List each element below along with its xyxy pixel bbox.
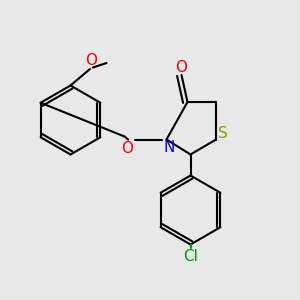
Text: N: N xyxy=(163,140,175,154)
Text: S: S xyxy=(218,126,227,141)
Text: O: O xyxy=(85,52,98,68)
Text: O: O xyxy=(121,141,133,156)
Text: Cl: Cl xyxy=(183,249,198,264)
Text: O: O xyxy=(176,60,188,75)
